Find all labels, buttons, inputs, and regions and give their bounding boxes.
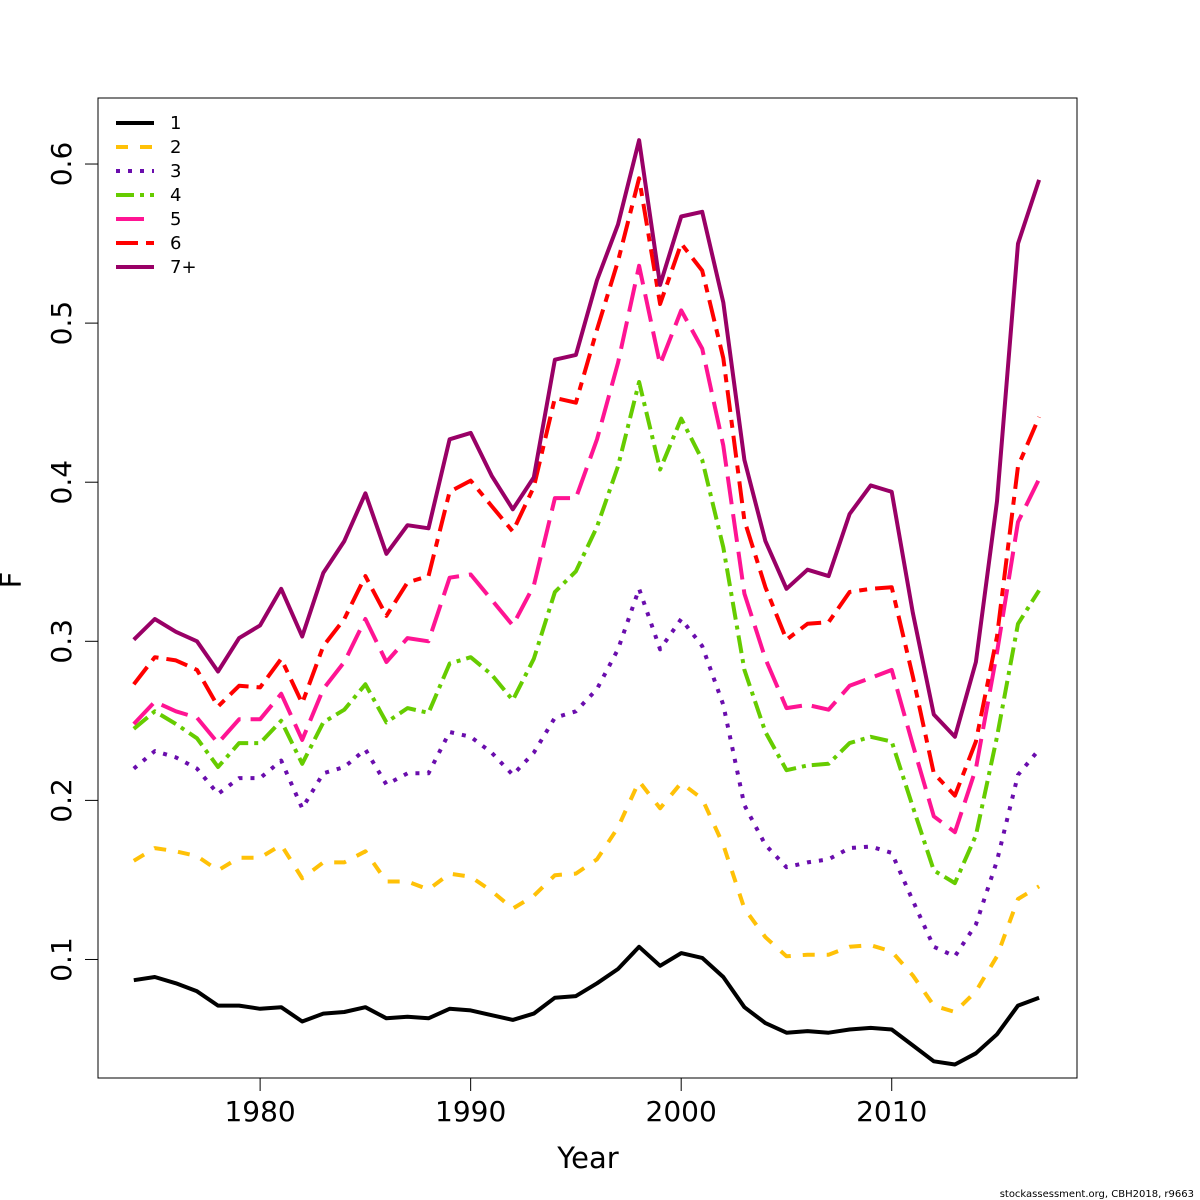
y-tick-label: 0.6 bbox=[45, 142, 78, 187]
x-tick-label: 1990 bbox=[435, 1095, 506, 1128]
legend-label: 5 bbox=[170, 209, 181, 230]
x-axis-title: Year bbox=[556, 1141, 618, 1175]
legend-label: 4 bbox=[170, 185, 181, 206]
legend: 1 2 3 4 5 6 7+ bbox=[116, 113, 197, 278]
x-tick-label: 2000 bbox=[646, 1095, 717, 1128]
series-layer bbox=[132, 138, 1041, 1067]
series-line-5 bbox=[132, 263, 1041, 835]
y-tick-label: 0.4 bbox=[45, 460, 78, 505]
series-line-2 bbox=[132, 779, 1041, 1014]
y-axis: 0.1 0.2 0.3 0.4 0.5 0.6 bbox=[45, 142, 99, 982]
series-line-3 bbox=[132, 586, 1041, 959]
series-line-4 bbox=[132, 380, 1041, 886]
legend-label: 2 bbox=[170, 137, 181, 158]
y-tick-label: 0.1 bbox=[45, 937, 78, 982]
x-axis: 1980 1990 2000 2010 bbox=[224, 1077, 927, 1128]
y-tick-label: 0.2 bbox=[45, 778, 78, 823]
legend-label: 6 bbox=[170, 233, 181, 254]
legend-label: 1 bbox=[170, 113, 181, 134]
x-tick-label: 1980 bbox=[224, 1095, 295, 1128]
series-line-1 bbox=[133, 944, 1040, 1067]
footer-credit: stockassessment.org, CBH2018, r9663 bbox=[1000, 1189, 1194, 1200]
y-axis-title: F bbox=[0, 572, 28, 589]
legend-label: 7+ bbox=[170, 257, 197, 278]
y-tick-label: 0.5 bbox=[45, 301, 78, 346]
y-tick-label: 0.3 bbox=[45, 619, 78, 664]
x-tick-label: 2010 bbox=[856, 1095, 927, 1128]
series-line-7plus bbox=[132, 138, 1041, 739]
legend-label: 3 bbox=[170, 161, 181, 182]
series-line-6 bbox=[132, 176, 1041, 798]
